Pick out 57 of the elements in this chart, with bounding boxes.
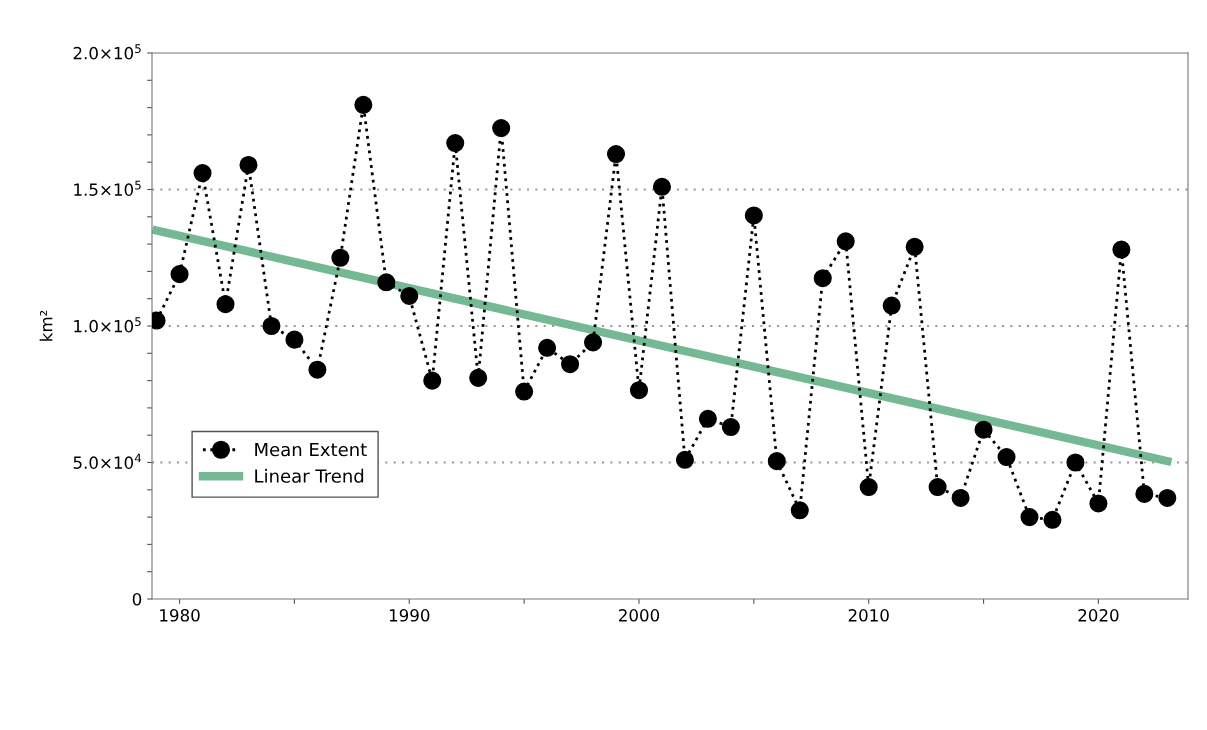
point [652, 177, 671, 196]
point [285, 330, 304, 349]
point [584, 333, 603, 352]
x-tick-label: 2020 [1078, 609, 1119, 622]
y-axis-title: km² [39, 310, 53, 341]
point [515, 382, 534, 401]
point [1158, 488, 1177, 508]
point [1112, 240, 1131, 259]
point [767, 452, 786, 471]
point [538, 338, 557, 357]
y-tick-label: 0 [132, 592, 142, 606]
point [308, 360, 327, 379]
point [1043, 510, 1062, 529]
point [905, 237, 924, 256]
point [928, 478, 947, 497]
point [859, 478, 878, 497]
point [377, 273, 396, 292]
point [492, 119, 511, 138]
point [446, 134, 465, 153]
x-tick-label: 2000 [619, 609, 660, 622]
point [790, 501, 809, 520]
point [354, 95, 373, 114]
point [836, 232, 855, 251]
point [331, 248, 350, 267]
point [469, 368, 488, 387]
x-tick-label: 2010 [848, 609, 889, 622]
point [882, 296, 901, 315]
point [951, 488, 970, 508]
point [1066, 453, 1085, 472]
y-tick-label: 5.0×10$^{4}$ [73, 453, 142, 469]
point [423, 371, 442, 390]
point [1089, 494, 1108, 513]
legend-label: Mean Extent [255, 442, 367, 457]
point [1020, 508, 1039, 527]
point [974, 420, 993, 439]
y-tick-label: 1.5×10$^{5}$ [74, 180, 141, 196]
point [744, 206, 763, 225]
x-tick-label: 1980 [160, 609, 200, 622]
point [400, 286, 419, 305]
point [997, 448, 1016, 467]
point [675, 450, 694, 469]
point [561, 355, 580, 374]
x-tick-label: 1990 [389, 609, 430, 622]
point [813, 269, 832, 288]
point [170, 265, 189, 284]
point [1135, 484, 1154, 503]
point [216, 295, 235, 314]
y-tick-label: 1.0×10$^{5}$ [74, 317, 141, 333]
point [629, 381, 649, 400]
point [239, 155, 258, 174]
point [193, 164, 212, 183]
legend-label: Linear Trend [255, 468, 364, 483]
point [262, 316, 281, 336]
point [606, 144, 626, 164]
point [721, 417, 740, 437]
y-tick-label: 2.0×10$^{5}$ [73, 44, 141, 60]
point [698, 409, 717, 428]
